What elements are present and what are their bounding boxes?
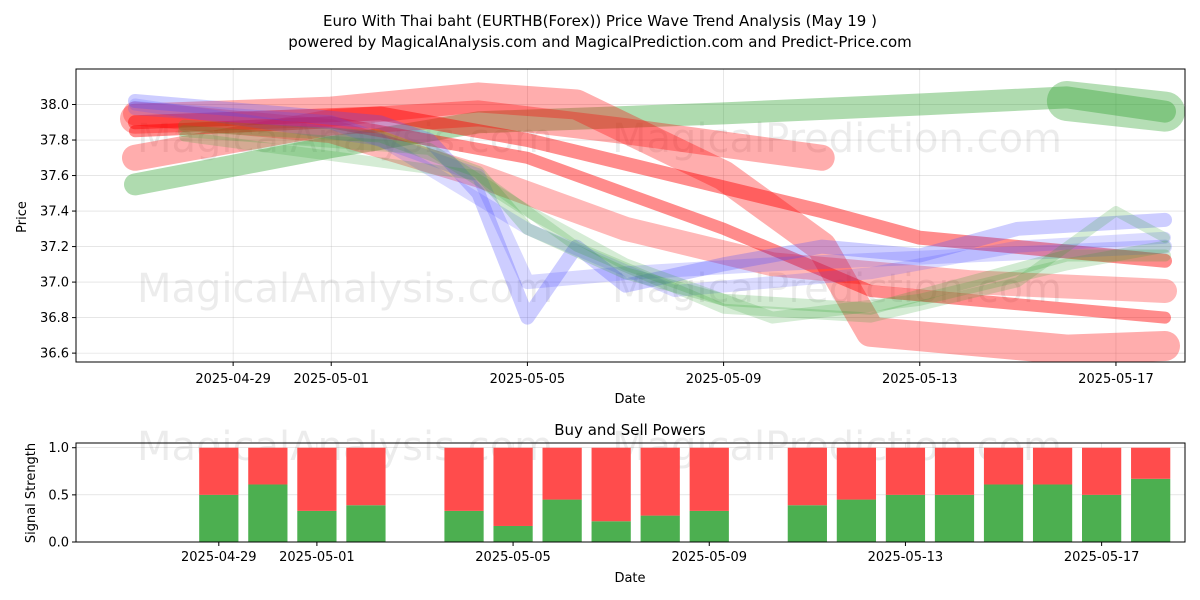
- sell-bar: [591, 447, 631, 522]
- bar-y-ticks: 0.0 0.5 1.0: [48, 441, 76, 551]
- y-tick-label: 37.0: [40, 276, 69, 291]
- buy-bar: [640, 515, 680, 542]
- watermark-text: MagicalAnalysis.com: [137, 116, 553, 162]
- green-wave-line: [178, 125, 1171, 324]
- buy-bar: [836, 499, 877, 542]
- price-series-group: [120, 81, 1185, 362]
- bar-plot-frame: [75, 442, 1186, 543]
- red-wave-line: [128, 106, 1172, 268]
- series-clip: [120, 81, 1185, 362]
- y-tick-label: 37.6: [40, 169, 69, 184]
- buy-bar: [1032, 484, 1073, 542]
- sell-bar: [1131, 447, 1171, 479]
- sell-bar: [346, 447, 386, 506]
- x-tick-label: 2025-05-01: [279, 550, 355, 565]
- x-tick-label: 2025-05-17: [1078, 372, 1154, 387]
- price-x-ticks: 2025-04-29 2025-05-01 2025-05-05 2025-05-09…: [195, 362, 1154, 387]
- bar-x-axis-label: Date: [614, 571, 645, 586]
- sell-bar: [444, 447, 484, 511]
- sell-bar: [248, 447, 288, 485]
- x-tick-label: 2025-05-09: [671, 550, 747, 565]
- sell-bar: [1032, 447, 1073, 485]
- buy-bar: [1131, 478, 1171, 542]
- sell-bar: [493, 447, 533, 526]
- y-tick-label: 36.6: [40, 347, 69, 362]
- x-tick-label: 2025-05-13: [882, 372, 958, 387]
- buy-bar: [297, 510, 337, 542]
- blue-wave-line: [128, 101, 1172, 290]
- price-y-ticks: 36.6 36.8 37.0 37.2 37.4 37.6 37.8 38.0: [40, 98, 76, 362]
- sell-bar: [199, 447, 239, 495]
- buy-bar: [1082, 494, 1122, 542]
- sell-bar: [885, 447, 926, 495]
- sell-bar: [1082, 447, 1122, 495]
- red-wave-line: [122, 100, 835, 171]
- green-wave-line: [124, 86, 1176, 196]
- green-wave-line: [179, 131, 1170, 323]
- watermark-text: MagicalPrediction.com: [612, 266, 1062, 312]
- bar-x-ticks: 2025-04-29 2025-05-01 2025-05-05 2025-05-09…: [181, 542, 1139, 565]
- x-tick-label: 2025-05-13: [868, 550, 944, 565]
- chart-title-line1: Euro With Thai baht (EURTHB(Forex)) Pric…: [323, 12, 877, 30]
- bar-y-axis-label: Signal Strength: [24, 443, 39, 543]
- red-wave-line: [120, 82, 1180, 362]
- sell-bar: [297, 447, 337, 511]
- sell-bar: [787, 447, 827, 506]
- watermark: MagicalAnalysis.com MagicalPrediction.co…: [137, 116, 1062, 312]
- price-grid: [76, 69, 1185, 362]
- blue-wave-line: [129, 98, 1171, 297]
- buy-bar: [493, 525, 533, 542]
- price-wave-panel: MagicalAnalysis.com MagicalPrediction.co…: [15, 68, 1186, 407]
- buy-bar: [591, 521, 631, 542]
- x-tick-label: 2025-05-01: [293, 372, 369, 387]
- x-tick-label: 2025-04-29: [195, 372, 271, 387]
- sell-bar: [836, 447, 877, 500]
- red-wave-line: [129, 116, 1171, 324]
- sell-bar: [640, 447, 680, 516]
- chart-title-line2: powered by MagicalAnalysis.com and Magic…: [288, 33, 912, 51]
- y-tick-label: 37.2: [40, 240, 69, 255]
- x-tick-label: 2025-05-17: [1064, 550, 1140, 565]
- watermark-text: MagicalAnalysis.com: [137, 266, 553, 312]
- red-wave-line: [123, 101, 1177, 303]
- buy-bar: [542, 499, 582, 542]
- y-tick-label: 0.0: [48, 536, 69, 551]
- watermark-text: MagicalPrediction.com: [612, 116, 1062, 162]
- buy-bar: [248, 484, 288, 542]
- sell-bar: [689, 447, 729, 511]
- y-tick-label: 36.8: [40, 311, 69, 326]
- x-tick-label: 2025-04-29: [181, 550, 257, 565]
- y-tick-label: 37.8: [40, 134, 69, 149]
- buy-bar: [346, 505, 386, 542]
- bar-group: [199, 447, 1171, 542]
- price-plot-frame: [75, 68, 1186, 363]
- y-tick-label: 38.0: [40, 98, 69, 113]
- x-tick-label: 2025-05-05: [475, 550, 551, 565]
- green-wave-line: [178, 119, 1171, 315]
- x-tick-label: 2025-05-05: [490, 372, 566, 387]
- sell-bar: [983, 447, 1024, 485]
- green-wave-line: [1046, 81, 1185, 132]
- buy-bar: [787, 505, 827, 542]
- x-tick-label: 2025-05-09: [686, 372, 762, 387]
- blue-wave-line: [128, 94, 1172, 325]
- y-tick-label: 37.4: [40, 205, 69, 220]
- y-tick-label: 0.5: [48, 488, 69, 503]
- buy-bar: [885, 494, 926, 542]
- sell-bar: [934, 447, 975, 495]
- bar-chart-title: Buy and Sell Powers: [554, 421, 706, 439]
- price-x-axis-label: Date: [614, 392, 645, 407]
- buy-bar: [983, 484, 1024, 542]
- buy-sell-panel: Buy and Sell Powers MagicalAnalysis.com …: [24, 421, 1186, 586]
- buy-bar: [444, 510, 484, 542]
- sell-bar: [542, 447, 582, 500]
- price-y-axis-label: Price: [15, 201, 30, 233]
- buy-bar: [934, 494, 975, 542]
- y-tick-label: 1.0: [48, 441, 69, 456]
- buy-bar: [689, 510, 729, 542]
- buy-bar: [199, 494, 239, 542]
